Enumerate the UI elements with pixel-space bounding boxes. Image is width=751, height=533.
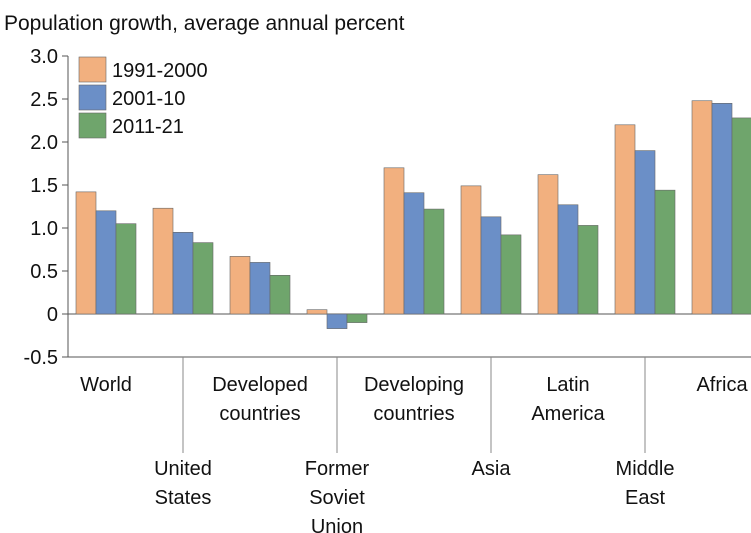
- bar: [731, 117, 751, 315]
- legend-label: 1991-2000: [112, 60, 208, 82]
- bar: [480, 216, 502, 315]
- category-label: World: [80, 374, 132, 396]
- bar: [229, 256, 251, 315]
- y-tick-label: 1.0: [30, 218, 58, 240]
- legend-swatch: [78, 84, 107, 111]
- legend-swatch: [78, 112, 107, 139]
- bar: [346, 313, 368, 323]
- y-tick-label: 0: [47, 304, 58, 326]
- chart-title: Population growth, average annual percen…: [4, 12, 405, 35]
- category-label: Developed countries: [212, 374, 308, 425]
- bar: [115, 223, 137, 315]
- bar: [269, 274, 291, 315]
- bar: [249, 262, 271, 315]
- bar: [614, 124, 636, 315]
- bar: [172, 232, 194, 315]
- bar: [403, 192, 425, 315]
- y-tick-label: -0.5: [24, 347, 58, 369]
- y-tick-label: 0.5: [30, 261, 58, 283]
- bar: [654, 189, 676, 315]
- bar: [306, 309, 328, 315]
- bar: [537, 174, 559, 315]
- bars: [75, 100, 751, 329]
- legend: 1991-2000 2001-10 2011-21: [78, 56, 208, 139]
- legend-label: 2011-21: [112, 116, 184, 138]
- bar: [326, 313, 348, 329]
- bar: [383, 167, 405, 315]
- category-label: Africa: [696, 374, 748, 396]
- category-label: United States: [154, 458, 212, 509]
- bar: [577, 225, 599, 315]
- bar: [691, 100, 713, 315]
- bar: [460, 185, 482, 315]
- category-label: Former Soviet Union: [305, 458, 370, 533]
- category-label: Developing countries: [364, 374, 464, 425]
- category-label: Middle East: [616, 458, 675, 509]
- bar: [95, 210, 117, 315]
- y-tick-label: 3.0: [30, 46, 58, 68]
- bar: [75, 191, 97, 315]
- bar: [152, 207, 174, 315]
- bar: [711, 103, 733, 315]
- legend-swatch: [78, 56, 107, 83]
- bar: [500, 234, 522, 315]
- bar: [634, 150, 656, 315]
- y-tick-label: 2.5: [30, 89, 58, 111]
- bar: [192, 242, 214, 315]
- category-label: Asia: [472, 458, 512, 480]
- y-tick-label: 2.0: [30, 132, 58, 154]
- bar: [557, 204, 579, 315]
- y-tick-label: 1.5: [30, 175, 58, 197]
- bar: [423, 208, 445, 315]
- legend-label: 2001-10: [112, 88, 185, 110]
- category-label: Latin America: [531, 374, 605, 425]
